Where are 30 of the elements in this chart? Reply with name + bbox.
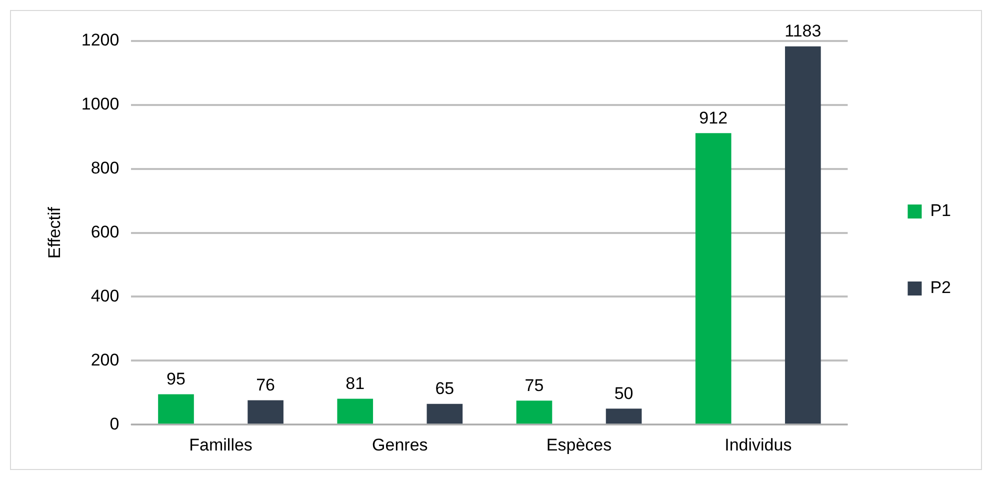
x-tick-label: Espèces <box>546 435 612 454</box>
y-tick-label: 600 <box>90 222 120 242</box>
data-label: 1183 <box>784 22 822 41</box>
bar <box>516 400 552 424</box>
data-label: 81 <box>346 374 365 393</box>
data-label: 912 <box>699 108 728 128</box>
legend-label: P2 <box>930 278 952 298</box>
y-tick-label: 400 <box>90 286 120 306</box>
y-tick-label: 0 <box>110 414 120 434</box>
bar <box>785 46 821 424</box>
bar <box>248 400 284 424</box>
bar <box>337 398 374 424</box>
bar <box>426 404 463 424</box>
y-axis-title: Effectif <box>44 206 64 259</box>
y-tick-label: 1000 <box>81 94 120 114</box>
bar <box>158 394 194 424</box>
data-label: 65 <box>435 379 454 398</box>
data-label: 75 <box>524 376 544 395</box>
y-tick-label: 200 <box>90 350 120 370</box>
legend-label: P1 <box>930 201 952 220</box>
x-tick-label: Individus <box>724 435 792 454</box>
bar <box>606 408 642 424</box>
y-tick-label: 1200 <box>81 30 120 50</box>
data-label: 95 <box>166 369 186 388</box>
data-label: 50 <box>614 384 634 403</box>
x-tick-label: Genres <box>372 435 428 454</box>
x-tick-label: Familles <box>189 435 252 454</box>
data-label: 76 <box>256 375 276 394</box>
y-tick-label: 800 <box>90 158 120 178</box>
bar <box>695 133 732 424</box>
